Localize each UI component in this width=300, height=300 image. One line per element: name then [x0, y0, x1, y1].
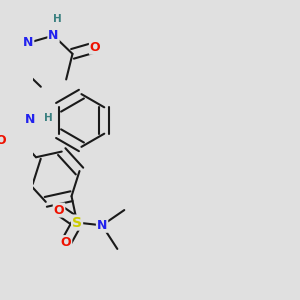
Text: N: N: [97, 219, 107, 232]
Text: O: O: [61, 236, 71, 249]
Text: O: O: [0, 134, 6, 147]
Text: H: H: [53, 14, 62, 24]
Text: O: O: [90, 41, 101, 54]
Text: H: H: [44, 113, 52, 123]
Text: S: S: [72, 216, 82, 230]
Text: O: O: [54, 204, 64, 217]
Text: N: N: [23, 36, 33, 50]
Text: N: N: [48, 29, 59, 42]
Text: N: N: [25, 113, 35, 126]
